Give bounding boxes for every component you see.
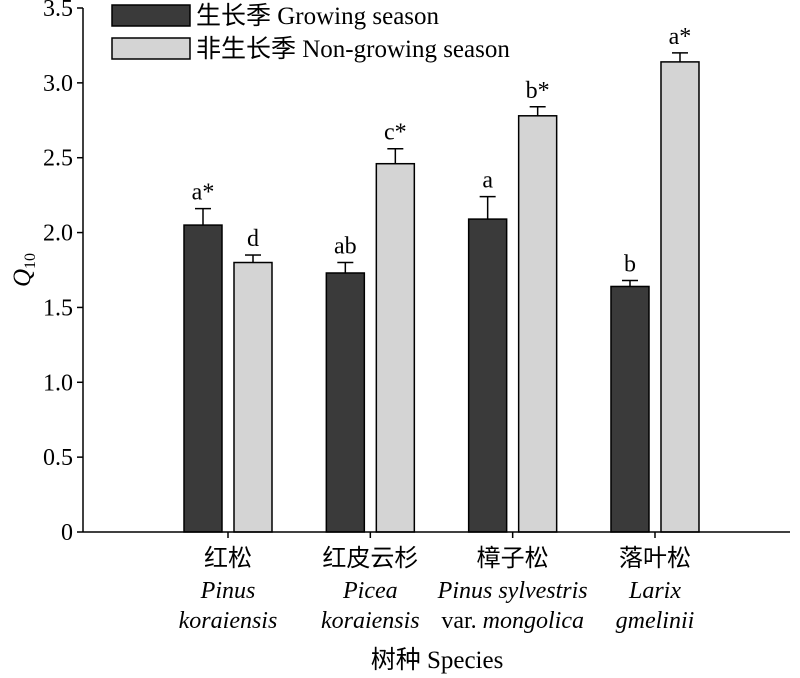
category-label-cn-4: 落叶松 — [619, 545, 691, 572]
bar-growing-season-4 — [610, 285, 650, 533]
significance-label-growing-season-2: ab — [334, 234, 357, 260]
category-label-line3-1: koraiensis — [179, 608, 278, 634]
y-tick-label-3: 1.5 — [43, 295, 73, 321]
y-axis-ticks: 0 0.5 1.0 1.5 2.0 2.5 3.0 3.5 — [43, 0, 83, 546]
legend-swatch-growing-season — [111, 4, 191, 27]
category-label-cn-2: 红皮云杉 — [322, 545, 418, 572]
significance-label-non-growing-season-2: c* — [384, 120, 407, 146]
category-label-segment: koraiensis — [179, 608, 278, 634]
significance-label-growing-season-1: a* — [192, 180, 215, 206]
bar-non-growing-season-3 — [517, 115, 558, 533]
category-label-segment: Larix — [628, 578, 681, 604]
bar-growing-season-2 — [325, 272, 366, 533]
category-label-line3-3: var. mongolica — [441, 608, 584, 634]
category-label-segment: koraiensis — [321, 608, 420, 634]
category-label-segment: mongolica — [483, 608, 584, 634]
significance-label-growing-season-3: a — [482, 168, 493, 194]
category-label-segment: gmelinii — [616, 608, 695, 634]
significance-label-non-growing-season-3: b* — [526, 78, 550, 104]
y-axis-title-subscript: 10 — [22, 253, 39, 269]
significance-label-growing-season-4: b — [624, 251, 636, 277]
y-tick-label-7: 3.5 — [43, 0, 73, 22]
bar-non-growing-season-2 — [375, 162, 416, 533]
category-label-line2-2: Picea — [342, 578, 398, 604]
legend-label-growing-season: 生长季 Growing season — [196, 2, 440, 30]
category-label-cn-1: 红松 — [204, 545, 252, 572]
category-label-line3-2: koraiensis — [321, 608, 420, 634]
bar-growing-season-1 — [183, 224, 223, 533]
significance-label-non-growing-season-1: d — [247, 226, 259, 252]
y-tick-label-5: 2.5 — [43, 146, 73, 172]
category-label-segment: Pinus — [200, 578, 256, 604]
legend-swatch-non-growing-season — [111, 37, 191, 60]
significance-label-non-growing-season-4: a* — [669, 24, 692, 50]
category-label-segment: Pinus sylvestris — [437, 578, 588, 604]
axes — [82, 8, 790, 533]
category-label-segment: Picea — [342, 578, 398, 604]
y-tick-label-1: 0.5 — [43, 445, 73, 471]
y-tick-label-6: 3.0 — [43, 71, 73, 97]
x-axis-categories: 红松 Pinus koraiensis 红皮云杉 Picea koraiensis 樟子松 P… — [179, 532, 695, 634]
bars-layer: a* d ab c* a b* b a* — [183, 24, 700, 533]
y-tick-label-4: 2.0 — [43, 221, 73, 247]
category-label-line2-4: Larix — [628, 578, 681, 604]
x-axis-title: 树种 Species — [371, 646, 504, 674]
y-axis-title-symbol: Q — [9, 269, 36, 287]
y-tick-label-0: 0 — [61, 520, 73, 546]
category-label-line2-3: Pinus sylvestris — [437, 578, 588, 604]
category-label-segment: var. — [441, 608, 476, 634]
category-label-cn-3: 樟子松 — [477, 545, 549, 572]
y-tick-label-2: 1.0 — [43, 370, 73, 396]
bar-growing-season-3 — [467, 218, 508, 533]
category-label-line2-1: Pinus — [200, 578, 256, 604]
legend: 生长季 Growing season 非生长季 Non-growing seas… — [111, 2, 510, 63]
bar-non-growing-season-4 — [660, 61, 700, 533]
category-label-line3-4: gmelinii — [616, 608, 695, 634]
y-axis-title: Q10 — [9, 253, 39, 287]
legend-label-non-growing-season: 非生长季 Non-growing season — [196, 35, 510, 63]
bar-non-growing-season-1 — [233, 261, 273, 533]
